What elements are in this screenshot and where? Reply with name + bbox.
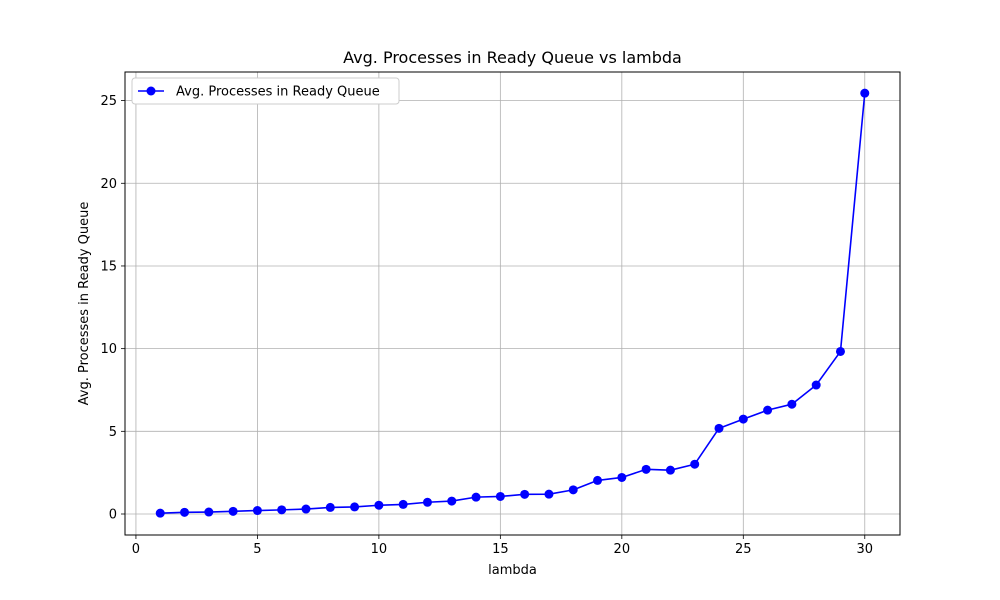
data-point	[350, 502, 360, 512]
data-point	[787, 399, 797, 409]
data-point	[180, 507, 190, 517]
x-tick-label: 15	[492, 542, 509, 557]
series-layer	[155, 88, 870, 518]
grid	[125, 72, 900, 535]
chart-title: Avg. Processes in Ready Queue vs lambda	[343, 48, 682, 67]
data-point	[471, 492, 481, 502]
data-point	[665, 465, 675, 475]
x-axis-ticks: 0 5 10 15 20 25 30	[132, 535, 873, 557]
data-point	[447, 496, 457, 506]
y-axis-label: Avg. Processes in Ready Queue	[77, 202, 92, 406]
data-point	[641, 464, 651, 474]
data-point	[763, 405, 773, 415]
data-point	[374, 500, 384, 510]
y-tick-label: 20	[100, 177, 117, 192]
legend: Avg. Processes in Ready Queue	[131, 77, 400, 105]
y-axis-ticks: 0 5 10 15 20 25	[100, 94, 125, 522]
x-tick-label: 30	[856, 542, 873, 557]
data-point	[617, 472, 627, 482]
x-tick-label: 0	[132, 542, 140, 557]
data-point	[252, 506, 262, 516]
x-tick-label: 25	[735, 542, 752, 557]
y-tick-label: 0	[109, 507, 117, 522]
legend-box	[131, 77, 400, 105]
data-point	[860, 88, 870, 98]
y-tick-label: 25	[100, 94, 117, 109]
data-point	[398, 499, 408, 509]
data-point	[811, 380, 821, 390]
data-point	[690, 459, 700, 469]
y-tick-label: 10	[100, 342, 117, 357]
data-point	[277, 505, 287, 515]
legend-label: Avg. Processes in Ready Queue	[176, 85, 380, 100]
x-tick-label: 5	[253, 542, 261, 557]
y-tick-label: 15	[100, 259, 117, 274]
data-point	[155, 508, 165, 518]
x-tick-label: 20	[614, 542, 631, 557]
data-point	[544, 489, 554, 499]
series-line	[160, 93, 866, 514]
data-point	[228, 506, 238, 516]
data-point	[495, 491, 505, 501]
data-point	[738, 414, 748, 424]
y-tick-label: 5	[109, 425, 117, 440]
plot-frame	[124, 71, 901, 536]
legend-marker-swatch	[146, 86, 156, 96]
data-point	[325, 502, 335, 512]
data-point	[568, 485, 578, 495]
data-point	[714, 423, 724, 433]
data-point	[835, 346, 845, 356]
data-point	[520, 489, 530, 499]
x-tick-label: 10	[371, 542, 388, 557]
x-axis-label: lambda	[488, 563, 537, 578]
data-point	[593, 475, 603, 485]
data-point	[422, 497, 432, 507]
data-point	[204, 507, 214, 517]
data-point	[301, 504, 311, 514]
